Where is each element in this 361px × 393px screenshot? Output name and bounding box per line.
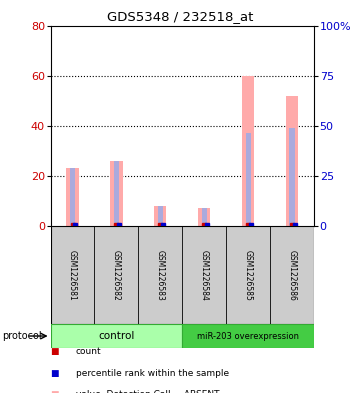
Bar bbox=[114, 161, 119, 226]
Text: GSM1226583: GSM1226583 bbox=[156, 250, 165, 301]
Bar bbox=[66, 168, 79, 226]
Bar bbox=[154, 206, 166, 226]
Bar bbox=[242, 75, 255, 226]
Text: ■: ■ bbox=[51, 391, 59, 393]
Text: miR-203 overexpression: miR-203 overexpression bbox=[197, 332, 299, 340]
Text: GSM1226586: GSM1226586 bbox=[288, 250, 297, 301]
Text: ■: ■ bbox=[51, 347, 59, 356]
Text: percentile rank within the sample: percentile rank within the sample bbox=[76, 369, 229, 378]
Bar bbox=[110, 161, 123, 226]
Text: GSM1226581: GSM1226581 bbox=[68, 250, 77, 301]
Text: ■: ■ bbox=[51, 369, 59, 378]
Text: GSM1226582: GSM1226582 bbox=[112, 250, 121, 301]
Bar bbox=[198, 208, 210, 226]
Bar bbox=[245, 133, 251, 226]
Bar bbox=[182, 324, 314, 348]
Text: GDS5348 / 232518_at: GDS5348 / 232518_at bbox=[107, 10, 254, 23]
Bar bbox=[290, 128, 295, 226]
Bar bbox=[70, 168, 75, 226]
Bar bbox=[51, 324, 182, 348]
Text: GSM1226585: GSM1226585 bbox=[244, 250, 253, 301]
Bar bbox=[286, 95, 298, 226]
Text: control: control bbox=[98, 331, 135, 341]
Bar bbox=[202, 208, 207, 226]
Text: value, Detection Call = ABSENT: value, Detection Call = ABSENT bbox=[76, 391, 219, 393]
Text: count: count bbox=[76, 347, 101, 356]
Text: GSM1226584: GSM1226584 bbox=[200, 250, 209, 301]
Text: protocol: protocol bbox=[2, 331, 42, 341]
Bar bbox=[158, 206, 163, 226]
